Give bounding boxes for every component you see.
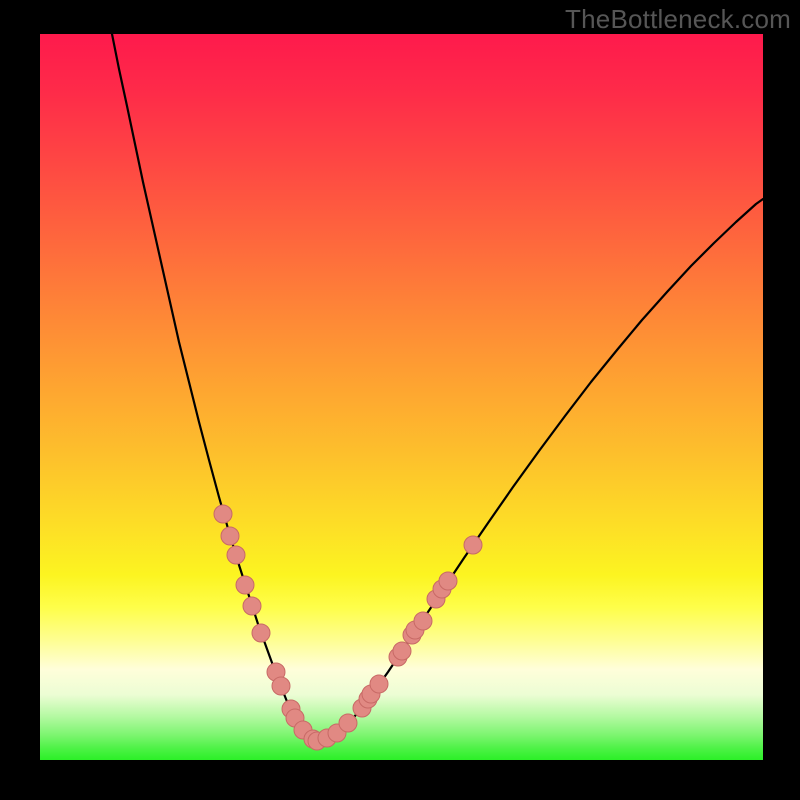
chart-frame: TheBottleneck.com <box>0 0 800 800</box>
data-marker <box>414 612 432 630</box>
data-marker <box>439 572 457 590</box>
data-marker <box>252 624 270 642</box>
data-marker <box>339 714 357 732</box>
data-marker <box>464 536 482 554</box>
watermark-text: TheBottleneck.com <box>565 4 791 35</box>
data-marker <box>227 546 245 564</box>
curve-layer <box>40 34 763 760</box>
data-marker <box>393 642 411 660</box>
data-marker <box>370 675 388 693</box>
plot-area <box>40 34 763 760</box>
data-marker <box>221 527 239 545</box>
data-marker <box>272 677 290 695</box>
data-marker <box>214 505 232 523</box>
data-marker <box>236 576 254 594</box>
bottleneck-curve <box>112 34 763 742</box>
data-marker <box>243 597 261 615</box>
